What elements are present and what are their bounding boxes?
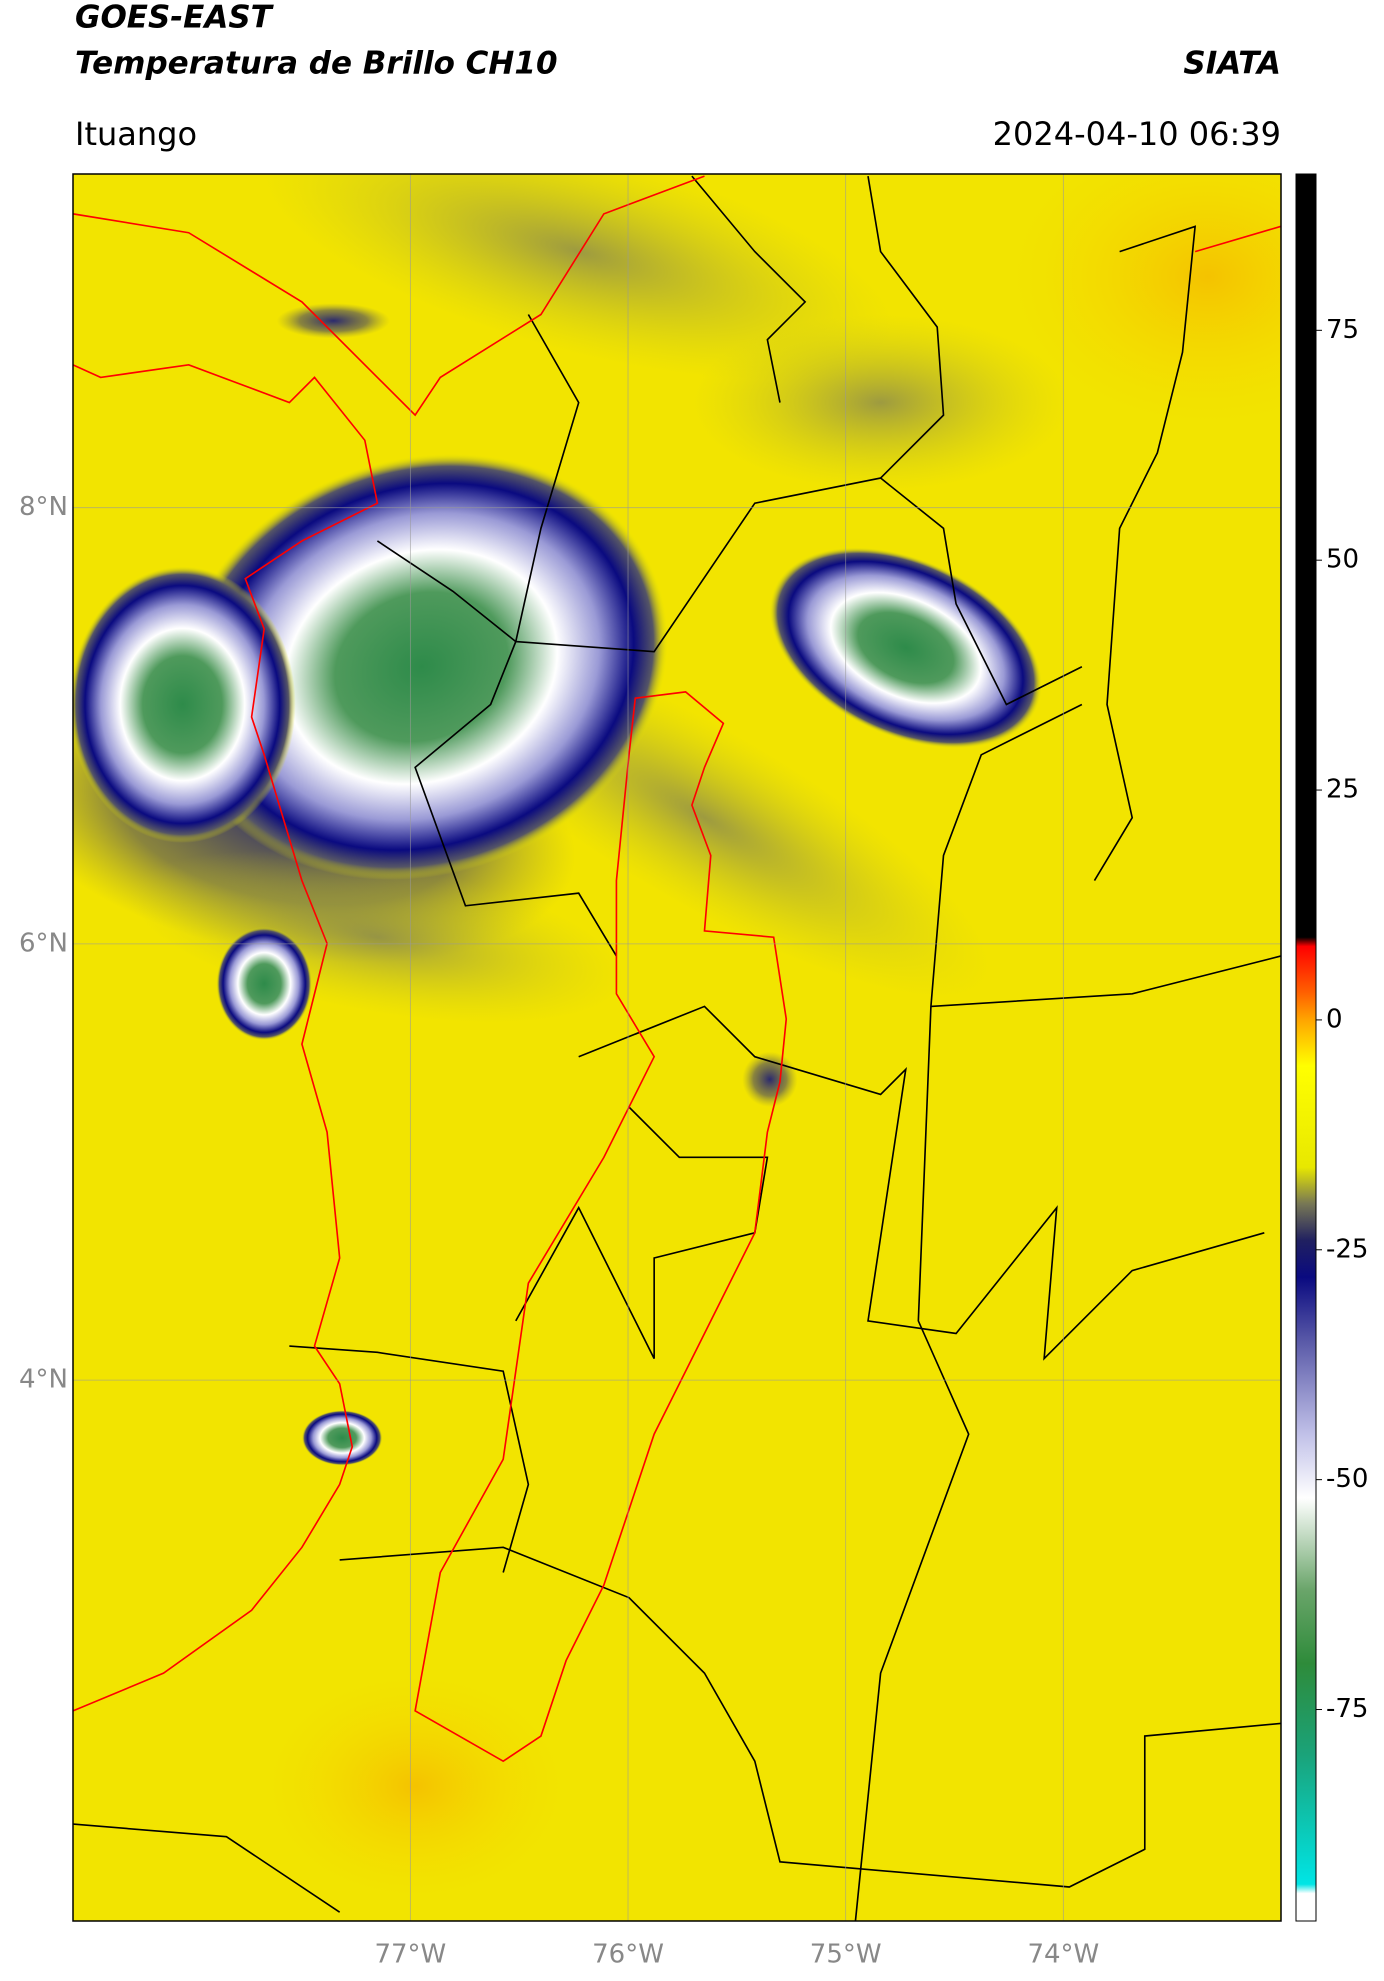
x-tick-label: 75°W (810, 1940, 882, 1970)
colorbar-tick-label: 75 (1326, 315, 1359, 345)
border (339, 1546, 1281, 1888)
storm-cell (742, 1051, 798, 1108)
storm-cell (769, 547, 1043, 749)
storm-cell (301, 1410, 383, 1466)
map-background (73, 174, 1281, 1921)
coast (73, 175, 705, 417)
colorbar-fill (1295, 173, 1317, 1922)
region: Ituango (75, 115, 197, 153)
department-boundary (414, 691, 788, 1763)
colorbar-tick-label: 0 (1326, 1004, 1343, 1034)
border (691, 175, 807, 403)
coastline (73, 175, 1281, 1763)
border (578, 1005, 1265, 1361)
colorbar-tick-label: 25 (1326, 775, 1359, 805)
source: SIATA (1183, 46, 1281, 82)
storm-cell (174, 453, 669, 880)
cloud-streak (261, 174, 896, 381)
border (854, 703, 1083, 1921)
title: GOES-EAST (75, 0, 275, 36)
colorbar-tick-label: -25 (1326, 1234, 1368, 1264)
colorbar-tick-label: -50 (1326, 1464, 1368, 1494)
timestamp: 2024-04-10 06:39 (993, 115, 1281, 153)
border (289, 1345, 530, 1573)
colorbar: -75 -50 -25 0 25 50 75 (1295, 173, 1368, 1922)
border (1093, 225, 1197, 882)
border (73, 1823, 341, 1913)
y-tick-label: 4°N (19, 1365, 68, 1395)
x-tick-label: 76°W (592, 1940, 664, 1970)
storm-cell (216, 927, 312, 1041)
imagery (73, 174, 1281, 1921)
cloud-streak (691, 314, 1070, 491)
border (515, 1106, 769, 1360)
y-tick-label: 8°N (19, 492, 68, 522)
border (867, 175, 945, 479)
colorbar-tick-label: 50 (1326, 545, 1359, 575)
x-tick-label: 77°W (374, 1940, 446, 1970)
warm-area (264, 1673, 567, 1900)
map-area (73, 174, 1281, 1921)
colorbar-tick-label: -75 (1326, 1694, 1368, 1724)
subtitle: Temperatura de Brillo CH10 (75, 46, 558, 82)
map-frame (72, 173, 1282, 1922)
grid (73, 174, 1281, 1921)
border (414, 314, 618, 957)
borders (73, 175, 1281, 1921)
warm-area (1006, 174, 1281, 428)
y-tick-label: 6°N (19, 928, 68, 958)
coast (1194, 225, 1281, 253)
border (930, 955, 1281, 1008)
storm-cell (73, 566, 296, 843)
x-tick-label: 74°W (1027, 1940, 1099, 1970)
storm-cell (276, 303, 390, 339)
coast (73, 363, 379, 1712)
border (376, 477, 1083, 706)
